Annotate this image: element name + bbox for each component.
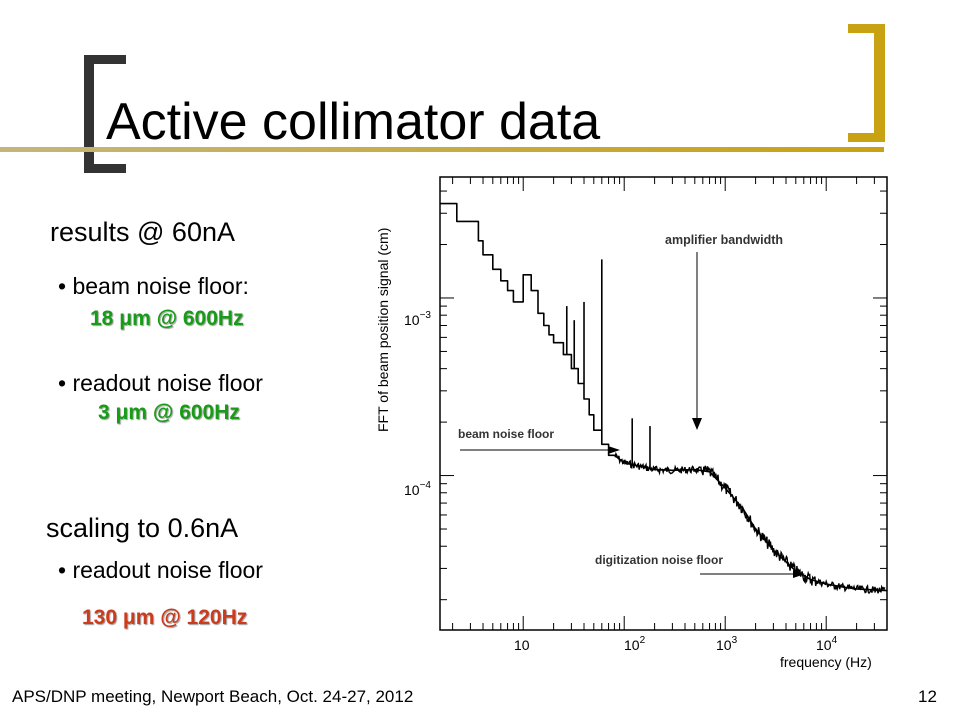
right-bracket <box>874 24 885 142</box>
y-tick-label-1e-4: 10−4 <box>404 480 431 498</box>
fft-spectrum-line <box>440 202 888 592</box>
bullet-beam-noise: • beam noise floor: <box>58 273 249 299</box>
title-underline <box>0 147 884 152</box>
arrowhead-digitization <box>793 570 805 578</box>
fft-chart: 10−3 10−4 10 102 103 104 frequency (Hz) … <box>375 176 888 670</box>
spectrum-noise-band <box>613 451 886 595</box>
footer-text: APS/DNP meeting, Newport Beach, Oct. 24-… <box>12 687 414 706</box>
mu-symbol: μ <box>115 401 129 424</box>
mu-symbol: μ <box>122 606 136 629</box>
x-tick-label-1e2: 102 <box>624 635 646 653</box>
beam-noise-value: 18 μm @ 600Hz <box>90 307 244 331</box>
left-bracket <box>84 55 94 173</box>
right-bracket-top <box>848 24 885 33</box>
mu-symbol: μ <box>119 307 133 330</box>
annotation-amplifier-bandwidth: amplifier bandwidth <box>665 233 783 247</box>
y-tick-label-1e-3: 10−3 <box>404 310 431 328</box>
bullet-scaled-readout-noise: • readout noise floor <box>58 557 263 583</box>
page-number: 12 <box>918 687 937 706</box>
annotation-beam-noise-floor: beam noise floor <box>458 427 554 441</box>
x-tick-label-10: 10 <box>514 637 530 653</box>
x-tick-label-1e4: 104 <box>816 635 838 653</box>
left-bracket-bottom <box>84 164 126 173</box>
axis-ticks <box>440 177 888 630</box>
plot-frame <box>439 176 888 631</box>
y-axis-label: FFT of beam position signal (cm) <box>375 228 391 432</box>
scaled-noise-number: 130 <box>82 606 123 629</box>
spectral-peaks <box>565 259 651 469</box>
scaled-noise-unit: m @ 120Hz <box>135 606 248 629</box>
beam-noise-unit: m @ 600Hz <box>132 307 244 330</box>
readout-noise-unit: m @ 600Hz <box>128 401 240 424</box>
bullet-readout-noise: • readout noise floor <box>58 370 263 396</box>
scaled-readout-noise-value: 130 μm @ 120Hz <box>82 606 247 630</box>
results-heading: results @ 60nA <box>50 217 235 247</box>
spectrum-noise-trace <box>613 451 886 595</box>
arrowhead-amplifier <box>692 418 702 430</box>
annotation-digitization-noise-floor: digitization noise floor <box>595 553 723 567</box>
right-bracket-bottom <box>848 133 885 142</box>
arrowhead-beam-noise <box>608 446 620 454</box>
x-tick-label-1e3: 103 <box>716 635 738 653</box>
scaling-heading: scaling to 0.6nA <box>46 513 239 543</box>
readout-noise-value: 3 μm @ 600Hz <box>98 401 240 425</box>
x-axis-label: frequency (Hz) <box>780 654 872 670</box>
left-bracket-top <box>84 55 126 64</box>
readout-noise-number: 3 <box>98 401 116 424</box>
page-title: Active collimator data <box>106 93 601 151</box>
beam-noise-number: 18 <box>90 307 120 330</box>
